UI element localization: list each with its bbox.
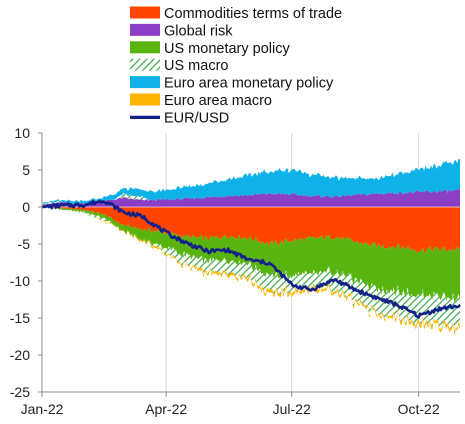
y-tick-label: 10 — [14, 125, 30, 141]
legend-item-euro-area-macro: Euro area macro — [130, 93, 272, 109]
y-tick-label: -20 — [10, 347, 30, 363]
legend-item-us-macro: US macro — [130, 58, 228, 74]
x-tick-label: Jan-22 — [21, 401, 64, 417]
x-tick-label: Apr-22 — [145, 401, 187, 417]
area-euro-area-macro — [42, 198, 460, 336]
legend-label: US monetary policy — [164, 41, 290, 57]
legend-swatch — [130, 76, 160, 89]
area-us-macro — [42, 192, 460, 333]
legend-swatch — [130, 58, 160, 71]
y-tick-label: -25 — [10, 384, 30, 400]
y-tick-label: -15 — [10, 310, 30, 326]
legend-item-global-risk: Global risk — [130, 23, 233, 39]
legend-label: US macro — [164, 58, 228, 74]
plot-area — [41, 133, 461, 392]
stacked-areas — [42, 159, 460, 336]
legend-label: Commodities terms of trade — [164, 6, 342, 22]
y-tick-label: -5 — [18, 236, 31, 252]
legend-swatch — [130, 23, 160, 36]
legend-label: EUR/USD — [164, 110, 229, 126]
area-us-monetary-policy — [42, 203, 460, 304]
legend-item-euro-area-monetary-policy: Euro area monetary policy — [130, 76, 334, 92]
x-axis: Jan-22 Apr-22 Jul-22 Oct-22 — [21, 391, 460, 417]
y-tick-label: -10 — [10, 273, 30, 289]
y-tick-label: 0 — [22, 199, 30, 215]
legend-label: Euro area monetary policy — [164, 76, 334, 92]
legend-item-us-monetary-policy: US monetary policy — [130, 41, 290, 57]
legend-swatch — [130, 41, 160, 54]
area-global-risk — [42, 189, 460, 207]
legend-label: Global risk — [164, 23, 233, 39]
legend-item-commodities-terms-of-trade: Commodities terms of trade — [130, 6, 342, 22]
area-euro-area-monetary-policy — [42, 159, 460, 205]
legend-swatch — [130, 93, 160, 106]
y-axis: 10 5 0 -5 -10 -15 -20 -25 — [10, 125, 43, 400]
line-eur-usd — [41, 199, 461, 319]
x-tick-label: Oct-22 — [398, 401, 440, 417]
legend-label: Euro area macro — [164, 93, 272, 109]
y-tick-label: 5 — [22, 162, 30, 178]
legend-item-eur-usd: EUR/USD — [130, 110, 229, 126]
x-tick-label: Jul-22 — [273, 401, 311, 417]
legend-swatch — [130, 6, 160, 19]
line-series — [41, 199, 461, 319]
